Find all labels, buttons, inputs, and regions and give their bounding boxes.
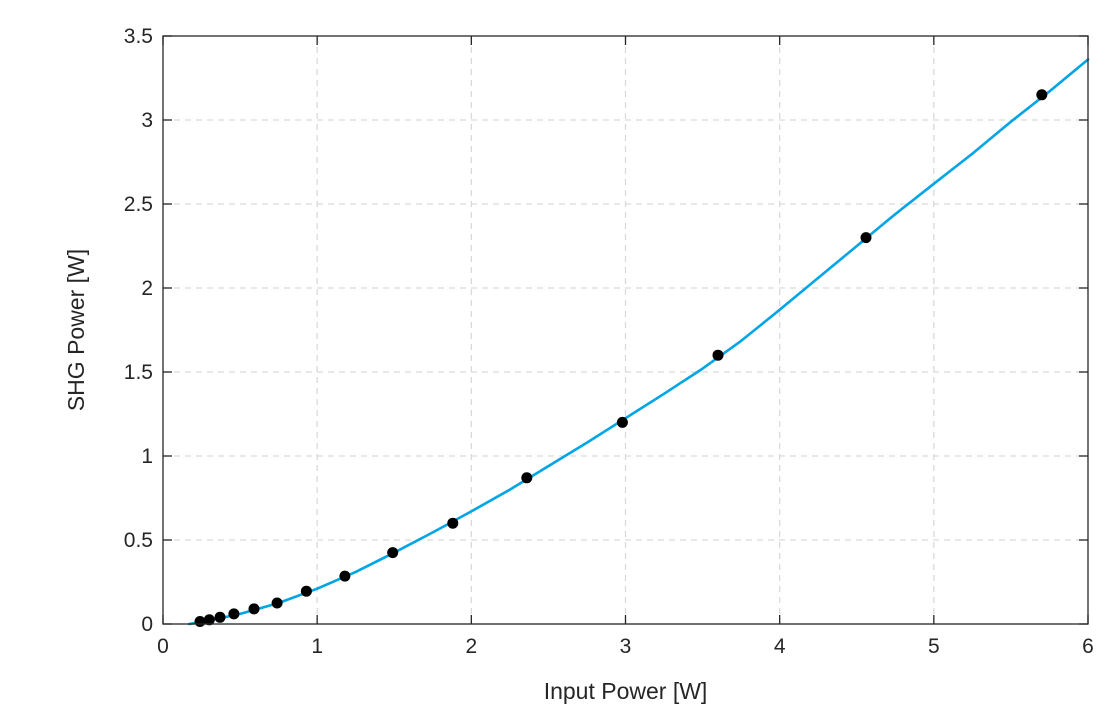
x-tick-label: 5 <box>928 635 940 658</box>
series-layer <box>187 58 1090 627</box>
ticks <box>162 35 1089 625</box>
tick-labels: 0 1 2 3 4 5 6 0 0.5 1 1.5 2 2.5 3 3.5 <box>124 25 1094 658</box>
data-point <box>860 232 872 244</box>
y-tick-label: 3.5 <box>124 25 153 48</box>
x-axis-label: Input Power [W] <box>544 678 708 704</box>
data-point <box>616 416 628 428</box>
x-tick-label: 2 <box>465 635 477 658</box>
data-point <box>271 597 283 609</box>
y-tick-label: 2.5 <box>124 193 153 216</box>
data-point <box>228 608 240 620</box>
y-tick-label: 2 <box>141 277 153 300</box>
data-point <box>712 349 724 361</box>
data-point <box>248 603 260 615</box>
data-point <box>339 570 351 582</box>
x-tick-label: 6 <box>1082 635 1094 658</box>
data-point <box>387 547 399 559</box>
data-point <box>300 585 312 597</box>
x-tick-label: 1 <box>311 635 323 658</box>
x-tick-label: 4 <box>774 635 786 658</box>
y-tick-label: 1 <box>141 445 153 468</box>
y-tick-label: 3 <box>141 109 153 132</box>
x-tick-label: 0 <box>157 635 169 658</box>
y-tick-label: 0.5 <box>124 529 153 552</box>
data-point <box>194 616 206 627</box>
data-point <box>447 517 459 529</box>
y-tick-label: 1.5 <box>124 361 153 384</box>
x-tick-label: 3 <box>620 635 632 658</box>
data-point <box>214 611 226 623</box>
data-point <box>1036 89 1048 101</box>
y-tick-label: 0 <box>141 613 153 636</box>
data-point <box>203 614 215 626</box>
y-axis-label: SHG Power [W] <box>63 249 89 411</box>
data-point <box>521 472 533 484</box>
grid <box>163 36 1088 624</box>
